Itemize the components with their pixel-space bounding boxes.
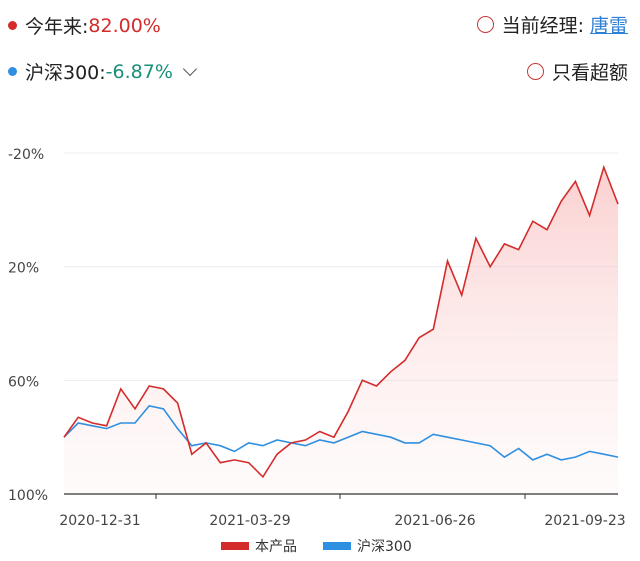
chevron-down-icon[interactable] [182, 61, 197, 76]
x-axis [64, 493, 618, 499]
ytd-return: 今年来: 82.00% [8, 12, 161, 39]
y-tick-label: -20% [8, 147, 44, 163]
y-tick-label: 100% [8, 488, 48, 504]
y-tick-label: 20% [8, 261, 39, 277]
legend: 本产品 沪深300 [221, 539, 412, 555]
excess-only-toggle[interactable]: 只看超额 [526, 58, 628, 85]
x-axis-labels: 2020-12-31 2021-03-29 2021-06-26 2021-09-23 [59, 513, 625, 529]
x-tick-label: 2021-06-26 [394, 513, 475, 529]
radio-circle-icon[interactable] [526, 63, 544, 80]
manager-selector[interactable]: 当前经理: 唐雷 [476, 11, 628, 38]
excess-only-label: 只看超额 [551, 62, 628, 84]
x-tick-label: 2021-03-29 [209, 513, 290, 529]
y-tick-label: 60% [8, 374, 39, 390]
series-lines [63, 164, 619, 479]
red-dot-icon [8, 21, 17, 30]
series-line-沪深300 [63, 405, 619, 461]
benchmark-return[interactable]: 沪深300: -6.87% [8, 58, 197, 85]
product-area [64, 167, 618, 494]
blue-dot-icon [8, 67, 17, 76]
legend-swatch-本产品 [221, 542, 249, 550]
legend-label: 沪深300 [357, 539, 412, 555]
y-axis-labels: 100% 60% 20% -20% [8, 147, 48, 504]
x-tick-label: 2020-12-31 [59, 513, 140, 529]
benchmark-label: 沪深300: [25, 62, 106, 84]
grid-lines [64, 152, 618, 381]
manager-label: 当前经理: [501, 15, 584, 37]
product-area-fill [64, 167, 618, 494]
legend-label: 本产品 [255, 539, 297, 555]
ytd-value: 82.00% [88, 14, 161, 37]
legend-swatch-沪深300 [323, 542, 351, 550]
ytd-label: 今年来: [25, 16, 89, 38]
manager-name-link[interactable]: 唐雷 [589, 15, 628, 37]
benchmark-value: -6.87% [105, 60, 173, 83]
radio-circle-icon[interactable] [476, 16, 494, 33]
series-line-本产品 [63, 164, 619, 479]
x-tick-label: 2021-09-23 [544, 513, 625, 529]
